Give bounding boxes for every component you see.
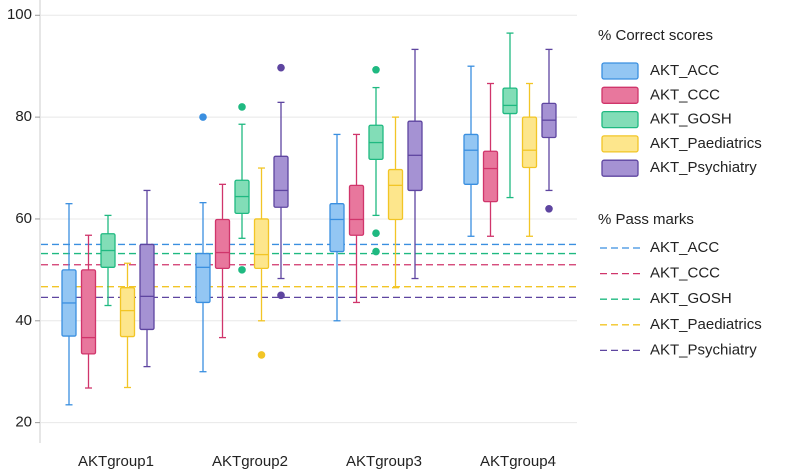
box (119, 287, 136, 338)
legend-label: AKT_ACC (650, 62, 719, 79)
legend-swatch (601, 159, 639, 177)
box (502, 87, 518, 115)
legend-swatch (601, 110, 639, 129)
legend-label: AKT_ACC (650, 239, 719, 256)
y-tick-label: 80 (15, 108, 32, 125)
x-tick-label: AKTgroup4 (480, 453, 556, 470)
legend-label: AKT_GOSH (650, 290, 732, 307)
box (521, 116, 538, 169)
legend-title: % Pass marks (598, 211, 694, 228)
outlier (257, 351, 266, 359)
box (329, 203, 345, 253)
legend-swatch (601, 86, 639, 104)
box (273, 155, 289, 208)
x-tick-label: AKTgroup1 (78, 453, 154, 470)
x-tick-label: AKTgroup2 (212, 453, 288, 470)
y-tick-label: 40 (15, 312, 32, 329)
box (214, 218, 231, 269)
legend-label: AKT_CCC (650, 86, 720, 103)
outlier (545, 204, 553, 213)
box (348, 184, 365, 236)
legend-title: % Correct scores (598, 27, 713, 44)
y-tick-label: 20 (15, 414, 32, 431)
outlier (372, 65, 380, 74)
outlier (277, 63, 285, 72)
box (139, 243, 155, 331)
legend-label: AKT_CCC (650, 265, 720, 282)
legend-label: AKT_GOSH (650, 111, 732, 128)
legend-label: AKT_Psychiatry (650, 159, 757, 176)
legend-swatch (601, 62, 639, 80)
outlier (238, 266, 246, 274)
y-tick-label: 60 (15, 210, 32, 227)
outlier (372, 247, 380, 256)
box (463, 133, 479, 185)
box (253, 218, 270, 269)
y-tick-label: 100 (7, 6, 32, 23)
x-tick-label: AKTgroup3 (346, 453, 422, 470)
outlier (199, 113, 207, 121)
legend-label: AKT_Paediatrics (650, 316, 762, 333)
outlier (372, 229, 380, 238)
outlier (277, 291, 285, 300)
legend-swatch (601, 135, 639, 153)
box (387, 168, 404, 221)
legend-label: AKT_Psychiatry (650, 341, 757, 358)
box (482, 150, 499, 203)
box (80, 269, 97, 355)
box (195, 252, 211, 304)
outlier (238, 103, 246, 111)
legend-label: AKT_Paediatrics (650, 135, 762, 152)
